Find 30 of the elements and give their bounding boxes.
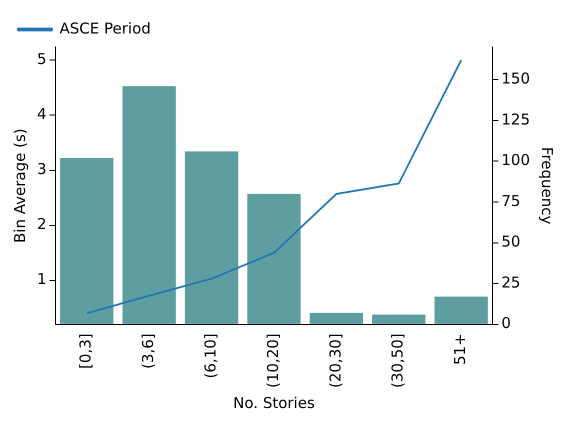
- y2-tick-label: 0: [501, 314, 511, 332]
- bar: [310, 312, 364, 324]
- legend-label: ASCE Period: [60, 19, 151, 38]
- y-axis-title: Bin Average (s): [10, 128, 29, 243]
- y2-tick-label: 50: [501, 232, 520, 251]
- y-tick-label: 1: [36, 270, 47, 288]
- x-tick-label: (10,20]: [264, 333, 282, 388]
- y2-tick-label: 100: [501, 151, 530, 170]
- x-tick-label: [0,3]: [76, 333, 95, 369]
- y-tick-label: 5: [36, 50, 47, 68]
- x-axis-title: No. Stories: [233, 394, 315, 412]
- y2-tick-label: 75: [501, 192, 520, 210]
- x-tick-label: 51+: [451, 333, 470, 366]
- y2-axis-title: Frequency: [538, 146, 556, 225]
- bar: [60, 158, 114, 324]
- x-tick-label: (30,50]: [388, 333, 407, 388]
- bar: [372, 314, 426, 324]
- y-tick-label: 4: [36, 105, 47, 124]
- bar: [184, 151, 238, 324]
- x-tick-label: (20,30]: [326, 333, 344, 388]
- bar: [122, 86, 176, 324]
- y2-tick-label: 150: [501, 70, 530, 88]
- bar: [434, 296, 488, 324]
- bar: [247, 194, 301, 324]
- x-tick-label: (6,10]: [201, 333, 220, 378]
- y2-tick-label: 25: [501, 273, 520, 292]
- y-tick-label: 3: [36, 160, 47, 178]
- y2-tick-label: 125: [501, 110, 530, 128]
- y-tick-label: 2: [36, 215, 47, 234]
- x-tick-label: (3,6]: [139, 333, 158, 369]
